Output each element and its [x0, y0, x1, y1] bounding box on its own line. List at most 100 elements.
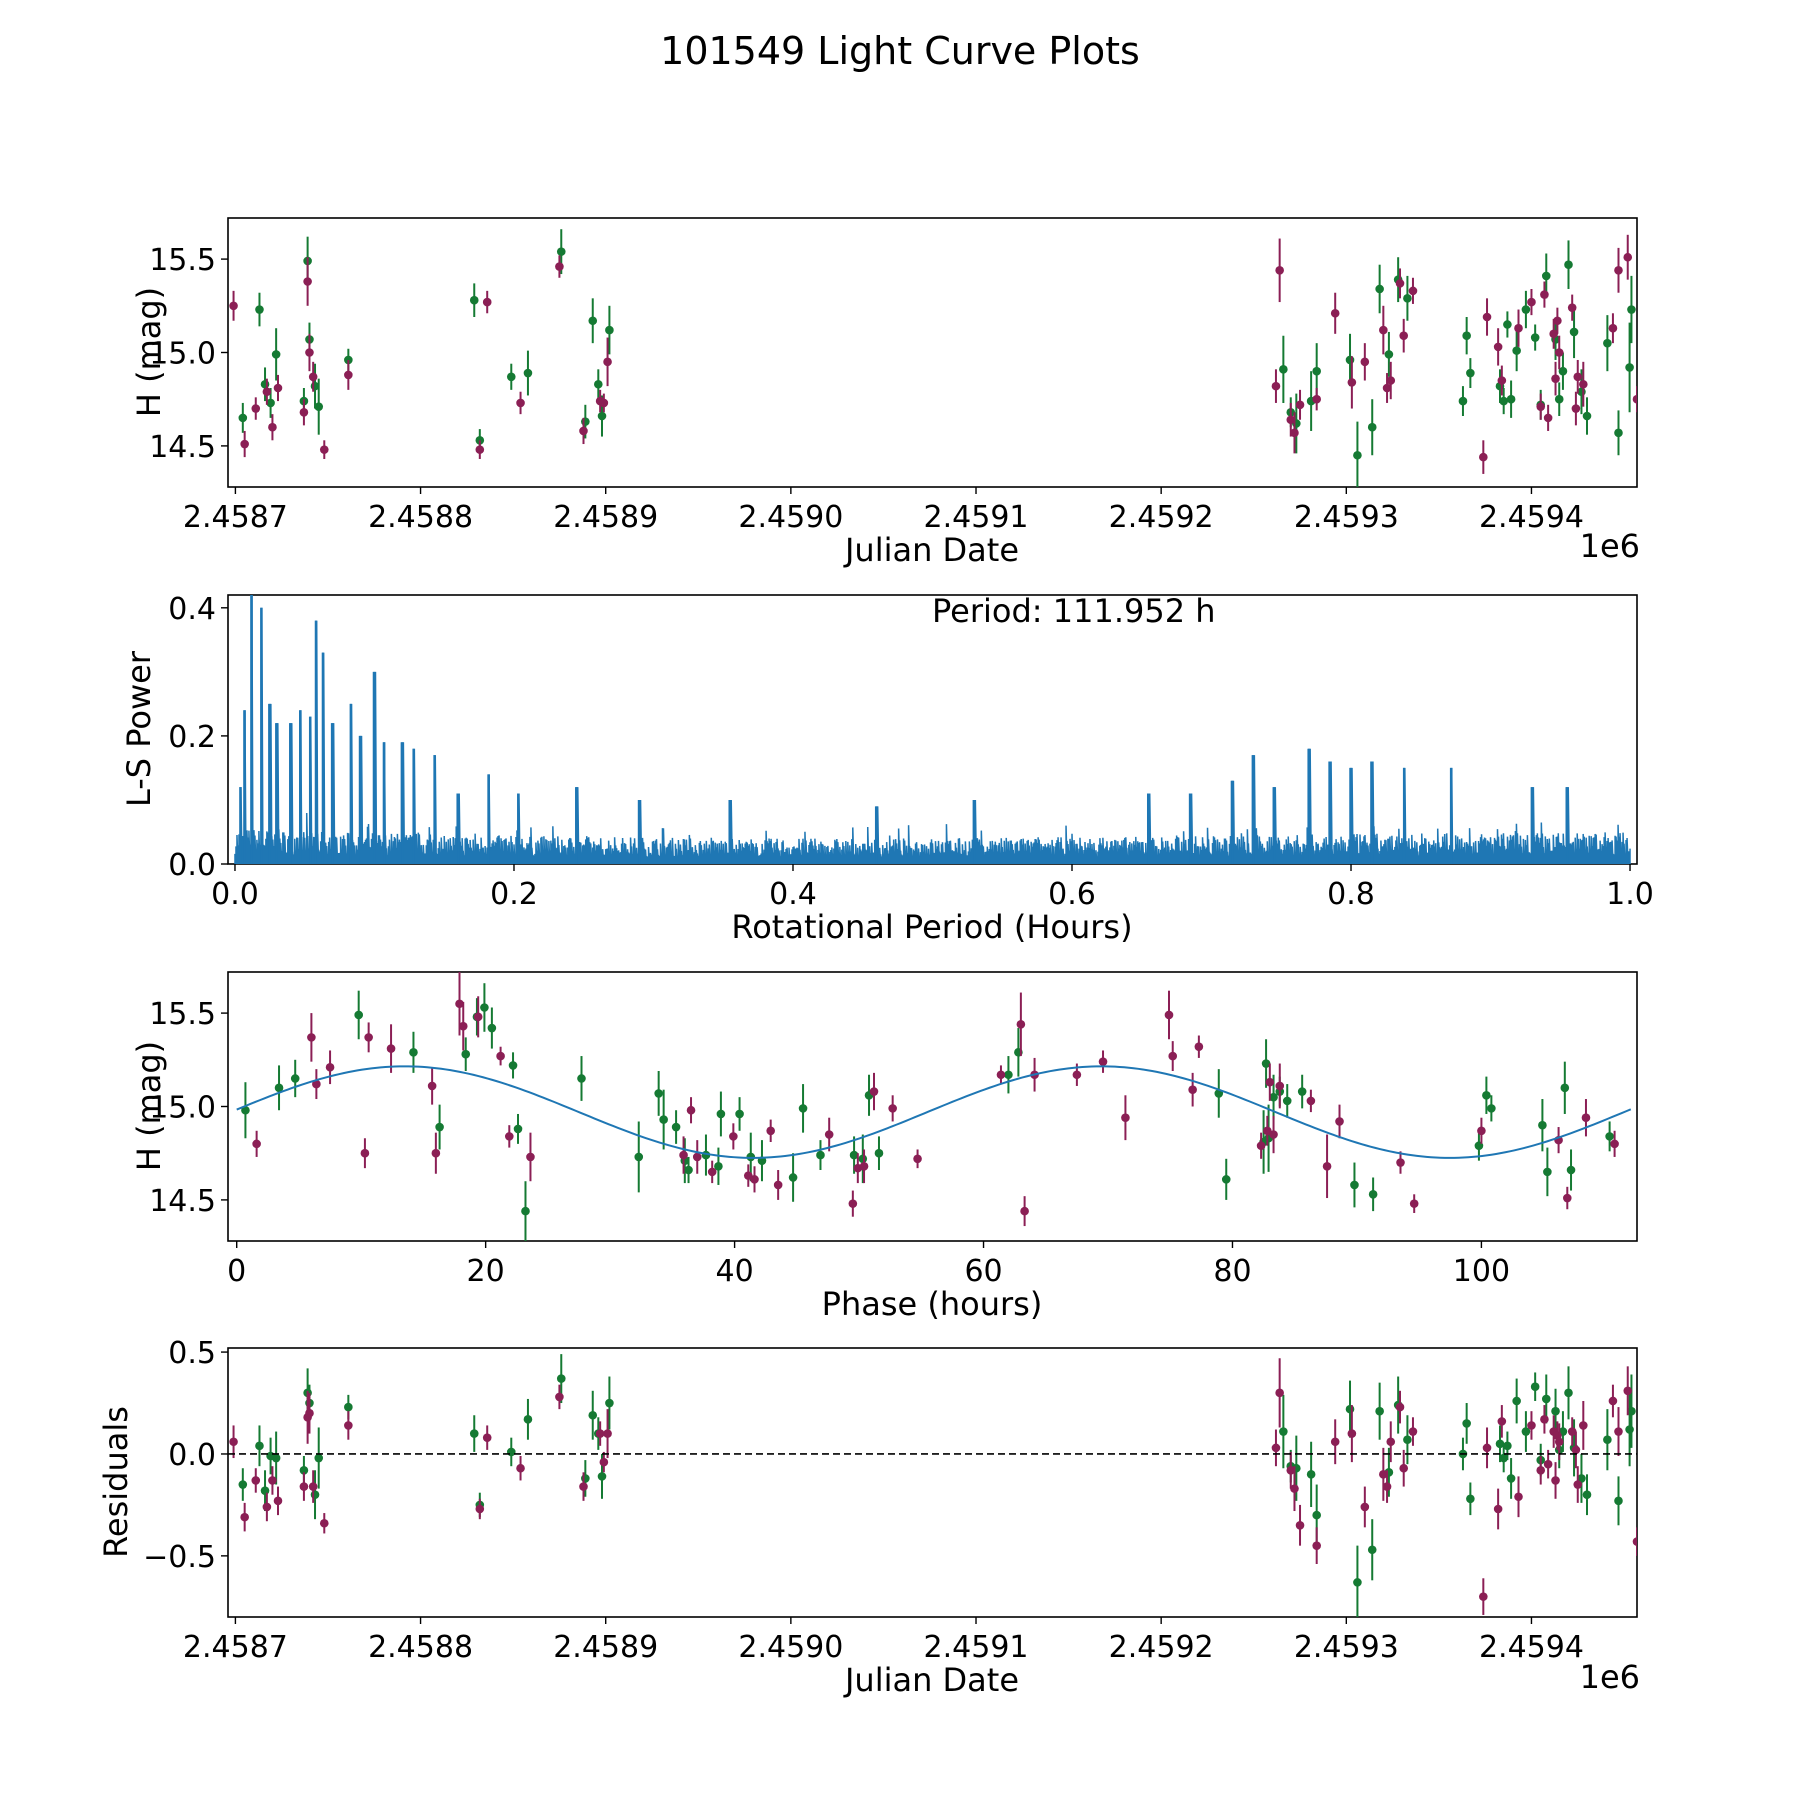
- phased-data-point: [1004, 1070, 1013, 1080]
- residuals-data-point: [1290, 1484, 1299, 1493]
- phased-data-point: [505, 1132, 514, 1141]
- phased-data-point: [1275, 1081, 1285, 1091]
- residuals-data-point: [310, 1490, 320, 1500]
- lightcurve-data-point: [581, 417, 590, 426]
- residuals-data-point: [1506, 1474, 1516, 1483]
- periodogram-ylabel: L-S Power: [120, 650, 158, 807]
- lightcurve-xtick-label: 2.4590: [738, 500, 843, 535]
- phased-data-point: [735, 1109, 744, 1119]
- residuals-data-point: [305, 1408, 314, 1418]
- lightcurve-data-point: [475, 445, 485, 454]
- lightcurve-xtick-label: 2.4587: [183, 500, 288, 535]
- residuals-offset-label: 1e6: [1580, 1658, 1640, 1696]
- residuals-data-point: [506, 1447, 516, 1457]
- residuals-data-point: [588, 1410, 598, 1420]
- lightcurve-data-point: [1541, 271, 1551, 281]
- phased-data-point: [513, 1124, 523, 1134]
- lightcurve-data-point: [260, 379, 270, 389]
- phased-data-point: [487, 1023, 497, 1033]
- residuals-frame: [227, 1347, 1638, 1618]
- residuals-data-point: [260, 1486, 270, 1495]
- residuals-data-point: [1279, 1427, 1288, 1436]
- residuals-data-point: [1541, 1394, 1551, 1404]
- lightcurve-data-point: [1499, 396, 1508, 406]
- phased-data-point: [716, 1109, 726, 1119]
- phased-xtick-label: 60: [964, 1254, 1002, 1289]
- periodogram-panel: Rotational Period (Hours) L-S Power Peri…: [120, 592, 1654, 946]
- phased-data-point: [325, 1062, 335, 1072]
- phased-xtick-label: 0: [227, 1254, 246, 1289]
- lightcurve-data-point: [319, 445, 329, 454]
- residuals-data-point: [1408, 1427, 1418, 1436]
- lightcurve-xtick-label: 2.4589: [553, 500, 658, 535]
- phased-data-point: [1322, 1161, 1332, 1171]
- phased-data-point: [1016, 1020, 1026, 1029]
- lightcurve-ytick-label: 15.5: [149, 243, 216, 278]
- phased-data-point: [1221, 1175, 1231, 1184]
- lightcurve-data-point: [1536, 402, 1546, 411]
- phased-data-point: [1396, 1158, 1405, 1167]
- phased-data-point: [1265, 1077, 1275, 1087]
- residuals-data-point: [1497, 1417, 1507, 1426]
- phased-data-point: [1188, 1085, 1197, 1094]
- residuals-data-point: [1375, 1406, 1384, 1416]
- phased-data-point: [913, 1154, 922, 1164]
- residuals-data-point: [1493, 1504, 1503, 1514]
- residuals-data-point: [1275, 1388, 1284, 1398]
- residuals-points: [229, 1354, 1647, 1617]
- lightcurve-frame: [227, 217, 1638, 488]
- phased-data-point: [409, 1048, 418, 1057]
- lightcurve-data-point: [555, 262, 564, 271]
- residuals-data-point: [1625, 1425, 1634, 1434]
- phased-data-point: [684, 1165, 693, 1175]
- phased-data-point: [480, 1003, 489, 1012]
- lightcurve-data-point: [1345, 355, 1355, 365]
- phased-data-point: [824, 1130, 834, 1139]
- periodogram-xtick-label: 0.8: [1327, 877, 1375, 912]
- residuals-xtick-label: 2.4590: [738, 1630, 843, 1665]
- residuals-data-point: [1271, 1443, 1281, 1453]
- lightcurve-data-point: [1644, 244, 1653, 253]
- phased-data-point: [692, 1152, 702, 1162]
- residuals-data-point: [251, 1476, 261, 1485]
- lightcurve-xtick-label: 2.4594: [1479, 500, 1584, 535]
- lightcurve-data-point: [594, 379, 603, 389]
- phased-xtick-label: 80: [1213, 1254, 1251, 1289]
- residuals-data-point: [555, 1392, 564, 1402]
- phased-data-point: [659, 1115, 668, 1124]
- phased-data-point: [1409, 1199, 1419, 1208]
- phased-ytick-label: 15.5: [149, 997, 216, 1032]
- residuals-data-point: [1564, 1388, 1573, 1398]
- lightcurve-data-point: [1527, 297, 1536, 307]
- periodogram-xtick-label: 0.4: [769, 877, 817, 912]
- phased-data-point: [1566, 1165, 1576, 1175]
- residuals-data-point: [1573, 1480, 1583, 1489]
- residuals-data-point: [1540, 1415, 1549, 1424]
- lightcurve-data-point: [1512, 346, 1521, 355]
- lightcurve-data-point: [1603, 338, 1612, 348]
- residuals-data-point: [1306, 1470, 1316, 1479]
- phased-ytick-label: 15.0: [149, 1091, 216, 1126]
- lightcurve-data-point: [1530, 333, 1540, 342]
- residuals-data-point: [475, 1504, 485, 1514]
- phased-data-point: [743, 1171, 753, 1180]
- lightcurve-data-point: [1567, 303, 1577, 312]
- lightcurve-data-point: [605, 325, 614, 335]
- residuals-panel: Julian Date Residuals 1e6 2.4587 2.4588 2.…: [97, 1336, 1647, 1699]
- phased-model-curve: [236, 1065, 1632, 1159]
- phased-data-point: [508, 1061, 518, 1070]
- phased-data-point: [1605, 1132, 1614, 1141]
- residuals-data-point: [1551, 1406, 1560, 1416]
- residuals-data-point: [1638, 1399, 1647, 1408]
- residuals-data-point: [273, 1496, 283, 1506]
- phased-data-point: [1164, 1010, 1174, 1020]
- phased-data-point: [458, 1021, 468, 1031]
- phased-data-point: [798, 1104, 808, 1113]
- phased-data-point: [1581, 1113, 1591, 1123]
- phased-ytick-label: 14.5: [149, 1184, 216, 1219]
- lightcurve-data-point: [1540, 290, 1549, 299]
- lightcurve-data-point: [1543, 413, 1553, 423]
- lightcurve-data-point: [1347, 378, 1357, 387]
- lightcurve-data-point: [556, 247, 566, 256]
- residuals-xtick-label: 2.4592: [1109, 1630, 1214, 1665]
